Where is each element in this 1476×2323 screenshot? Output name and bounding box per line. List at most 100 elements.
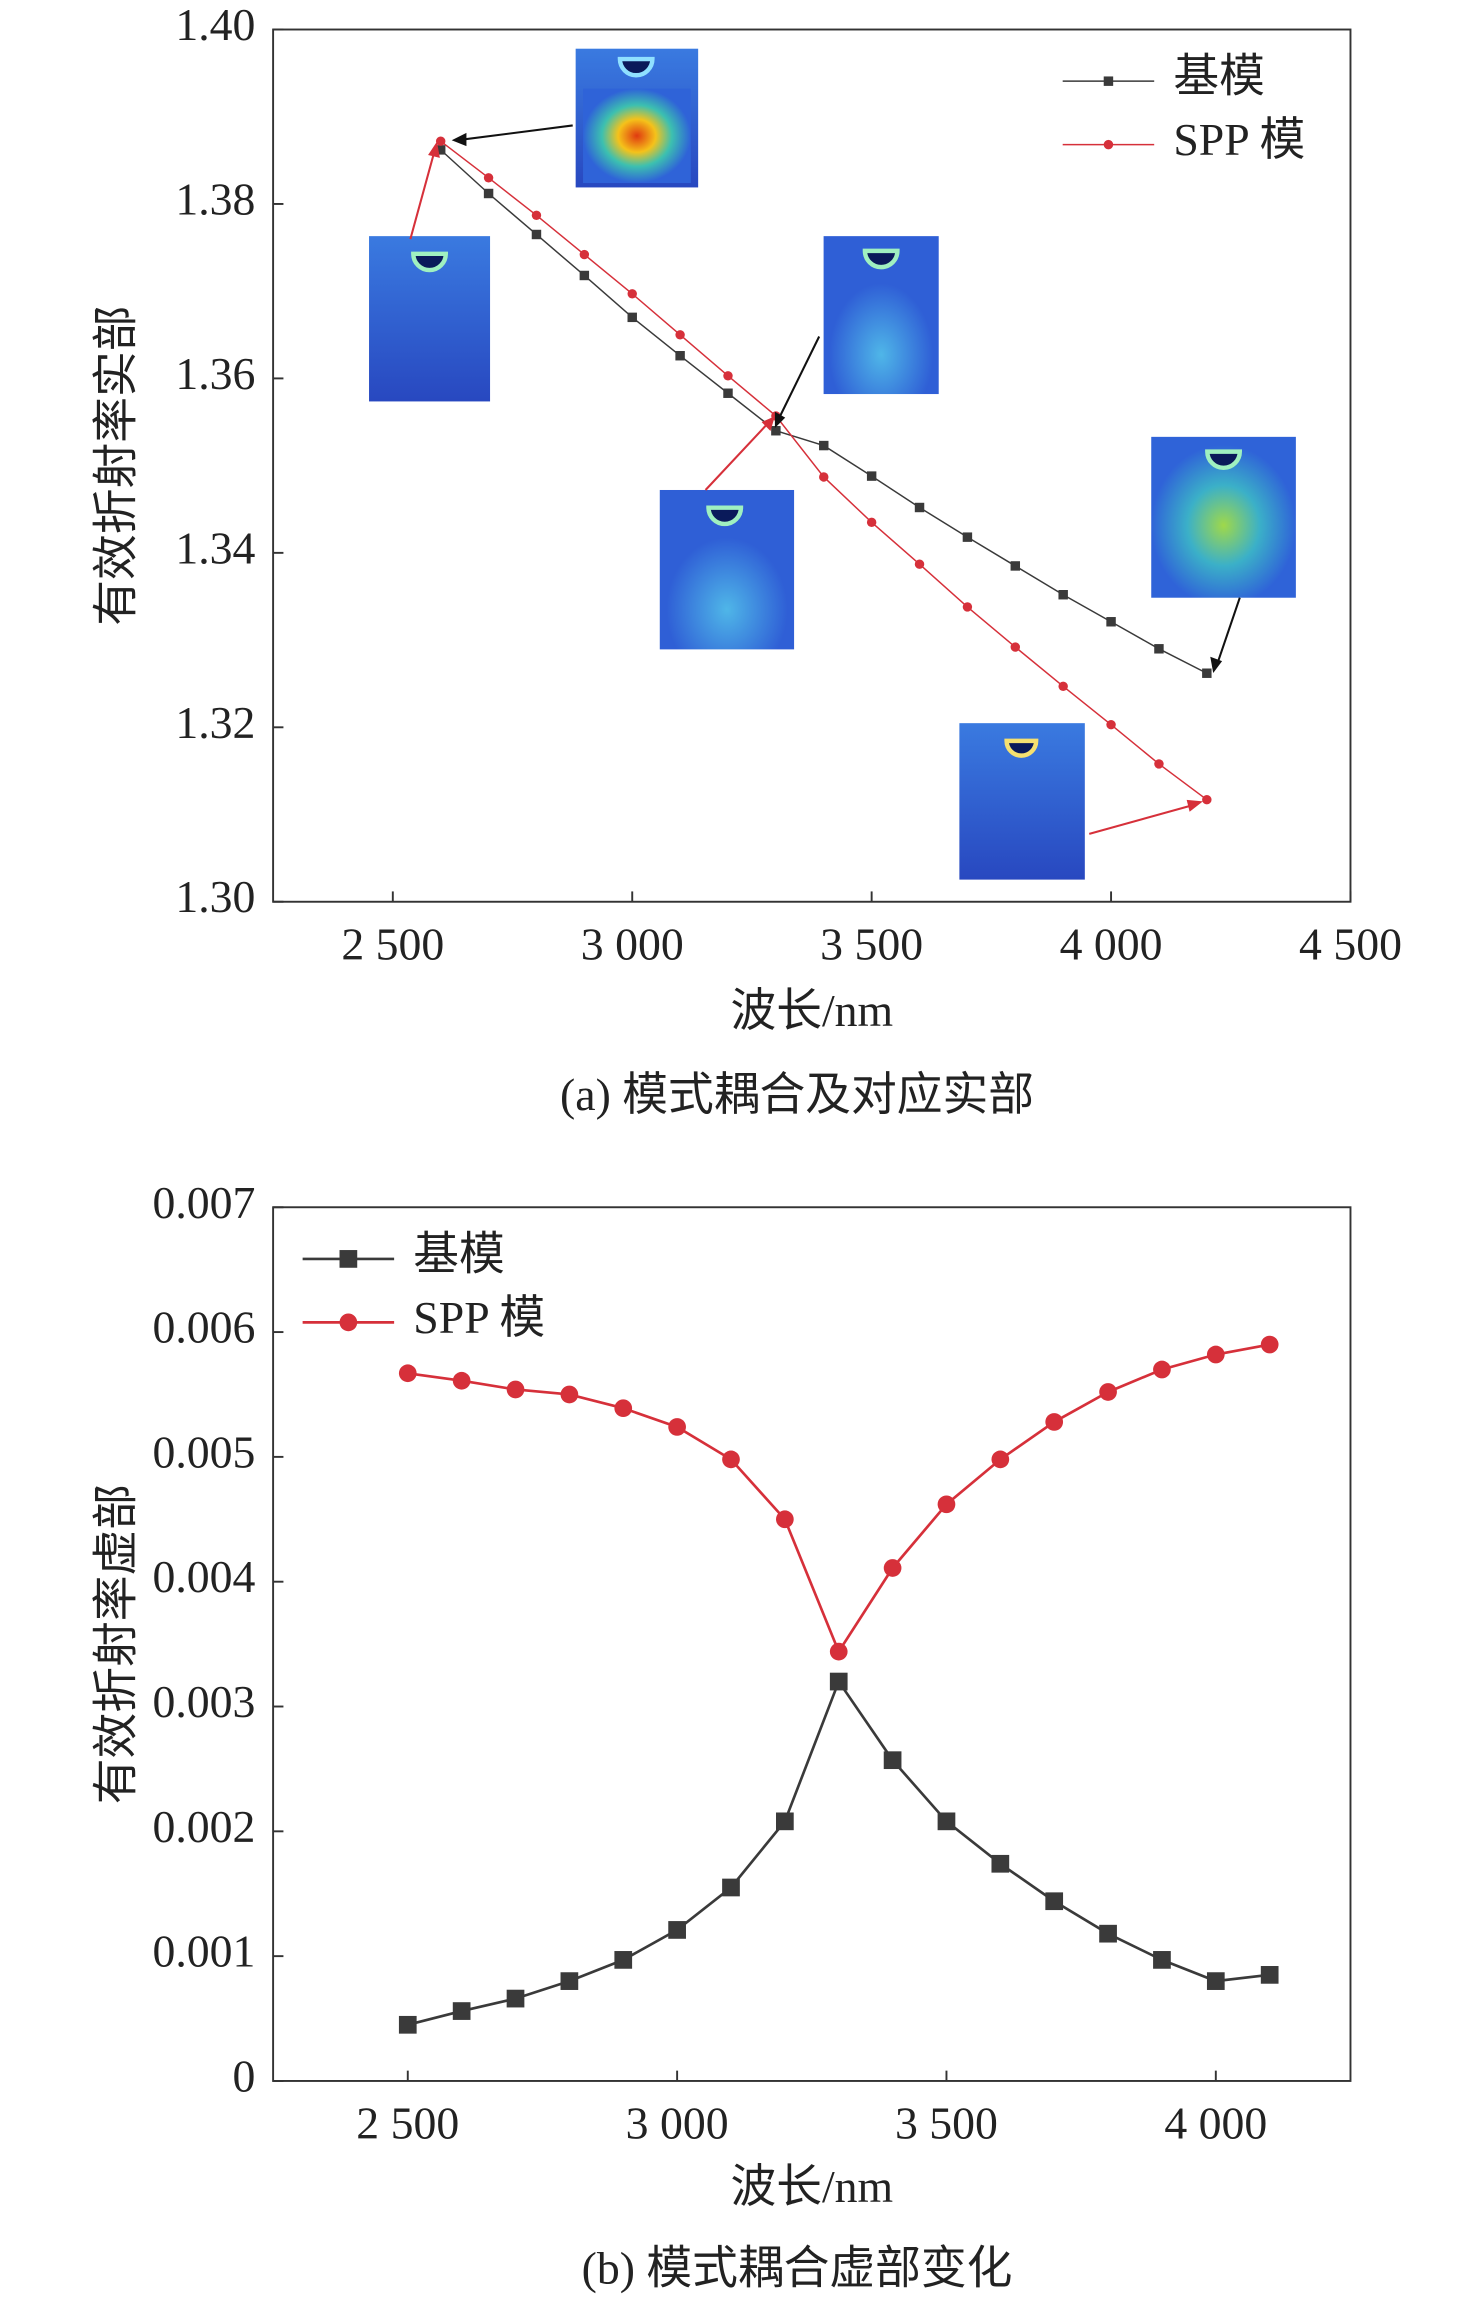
series-line xyxy=(440,149,1208,674)
point-marker xyxy=(1106,617,1116,627)
point-marker xyxy=(991,1450,1010,1469)
plot-frame xyxy=(272,1206,1352,2082)
point-marker xyxy=(991,1854,1010,1873)
inset-image xyxy=(1151,436,1296,598)
x-tick-label: 3 000 xyxy=(626,2098,729,2149)
point-marker xyxy=(962,532,973,542)
point-marker xyxy=(1154,644,1164,654)
point-marker xyxy=(723,371,733,381)
point-marker xyxy=(560,1972,579,1990)
caption: (a) 模式耦合及对应实部 xyxy=(560,1069,1034,1120)
y-tick-label: 1.38 xyxy=(175,173,255,224)
legend-label: SPP 模 xyxy=(1173,114,1305,165)
chart: 0 0.001 0.002 0.003 0.004 0.005 0.006 0.007 2 50… xyxy=(91,1177,1352,2293)
point-marker xyxy=(579,270,590,281)
legend-label: 基模 xyxy=(1173,51,1265,102)
point-marker xyxy=(1206,1972,1225,1990)
point-marker xyxy=(1260,1335,1279,1354)
point-marker xyxy=(1010,561,1021,571)
point-marker xyxy=(483,173,494,183)
x-axis-label: 波长/nm xyxy=(730,2161,893,2212)
series-line xyxy=(407,1343,1270,1655)
point-marker xyxy=(883,1751,902,1770)
point-marker xyxy=(1045,1892,1064,1911)
legend-marker xyxy=(1103,139,1114,150)
legend-label: 基模 xyxy=(413,1228,504,1279)
point-marker xyxy=(579,249,590,260)
legend-label: SPP 模 xyxy=(413,1292,545,1343)
x-tick-label: 2 500 xyxy=(356,2098,459,2149)
y-tick-label: 0 xyxy=(233,2050,256,2101)
point-marker xyxy=(398,2015,417,2034)
point-marker xyxy=(1106,719,1116,730)
y-tick-label: 0.003 xyxy=(152,1676,255,1727)
legend-marker xyxy=(1103,76,1114,86)
y-tick-label: 0.004 xyxy=(152,1551,255,1602)
inset-arrows xyxy=(409,124,1241,835)
point-marker xyxy=(883,1559,902,1577)
y-tick-label: 0.001 xyxy=(152,1926,255,1977)
point-marker xyxy=(1202,794,1212,805)
x-tick-label: 4 500 xyxy=(1299,918,1402,969)
point-marker xyxy=(819,440,829,451)
mode-field-insets xyxy=(369,48,1296,880)
y-tick-label: 0.002 xyxy=(152,1801,255,1852)
inset-image xyxy=(575,48,699,188)
inset-image xyxy=(659,489,795,650)
inset-image xyxy=(369,236,491,402)
x-tick-label: 3 500 xyxy=(895,2098,998,2149)
point-marker xyxy=(627,312,637,323)
point-marker xyxy=(675,330,685,340)
point-marker xyxy=(914,559,925,569)
point-marker xyxy=(829,1672,848,1691)
y-tick-label: 0.007 xyxy=(152,1177,255,1228)
point-marker xyxy=(722,1878,740,1897)
point-marker xyxy=(1202,668,1212,678)
y-axis-label: 有效折射率实部 xyxy=(91,306,142,626)
point-marker xyxy=(668,1418,686,1436)
y-tick-label: 1.30 xyxy=(175,871,255,922)
point-marker xyxy=(435,136,446,146)
x-tick-label: 4 000 xyxy=(1164,2098,1267,2149)
y-axis-label: 有效折射率虚部 xyxy=(91,1484,142,1804)
point-marker xyxy=(531,229,542,240)
legend-marker xyxy=(339,1250,358,1268)
point-marker xyxy=(398,1364,417,1383)
point-marker xyxy=(452,1371,471,1390)
y-tick-label: 0.006 xyxy=(152,1302,255,1353)
plot-frame xyxy=(272,28,1352,903)
chart: 1.30 1.32 1.34 1.36 1.38 1.40 2 500 3 000 3 500 4… xyxy=(91,0,1402,1120)
series-line xyxy=(407,1678,1270,2027)
point-marker xyxy=(771,426,781,436)
point-marker xyxy=(1010,642,1021,652)
point-marker xyxy=(937,1812,956,1831)
point-marker xyxy=(1153,1360,1171,1379)
y-tick-label: 1.36 xyxy=(175,348,255,399)
point-marker xyxy=(776,1510,794,1529)
point-marker xyxy=(914,502,925,513)
y-tick-label: 1.34 xyxy=(175,522,255,573)
point-marker xyxy=(866,471,877,481)
caption: (b) 模式耦合虚部变化 xyxy=(582,2242,1013,2293)
point-marker xyxy=(1058,590,1068,600)
point-marker xyxy=(866,517,877,528)
point-marker xyxy=(452,2002,471,2020)
point-marker xyxy=(1045,1413,1064,1431)
point-marker xyxy=(483,188,494,199)
x-tick-label: 3 000 xyxy=(581,918,684,969)
point-marker xyxy=(1206,1345,1225,1364)
point-marker xyxy=(1099,1383,1117,1401)
point-marker xyxy=(506,1380,525,1399)
point-marker xyxy=(937,1495,956,1514)
point-marker xyxy=(723,388,733,398)
point-marker xyxy=(819,472,829,482)
point-marker xyxy=(675,351,685,361)
y-tick-label: 0.005 xyxy=(152,1426,255,1477)
point-marker xyxy=(1099,1924,1117,1943)
point-marker xyxy=(668,1921,686,1939)
point-marker xyxy=(614,1951,633,1969)
point-marker xyxy=(435,145,446,155)
x-tick-label: 4 000 xyxy=(1060,918,1163,969)
